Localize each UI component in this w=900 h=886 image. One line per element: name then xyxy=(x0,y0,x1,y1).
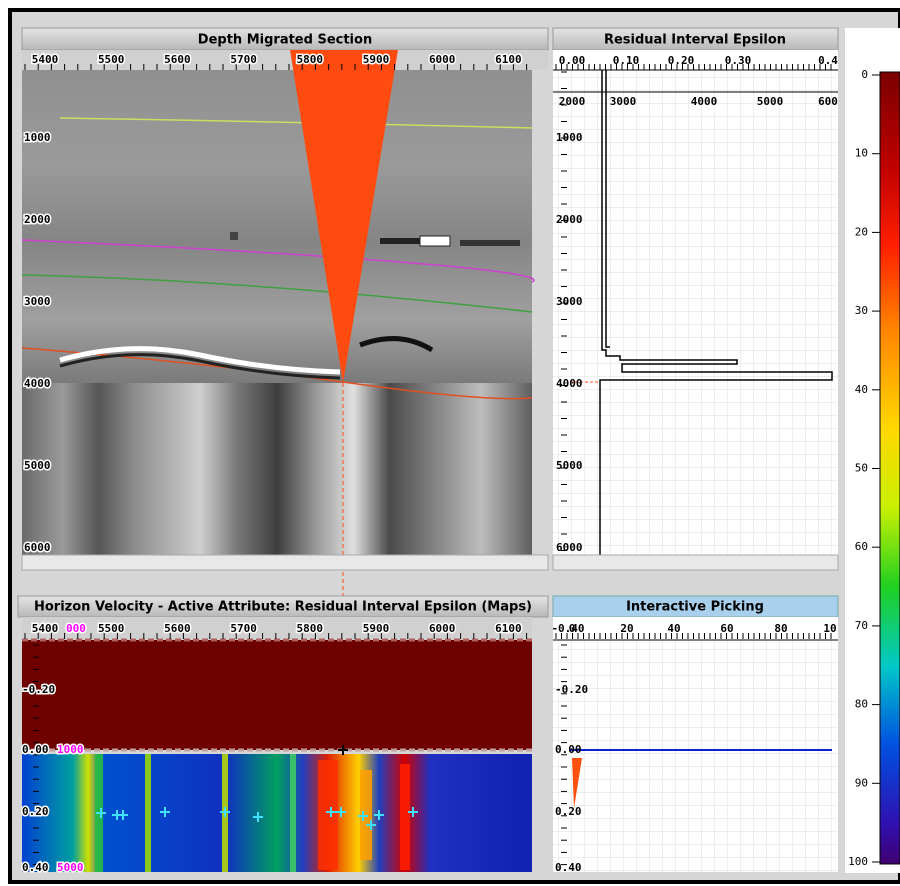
tick-label: 0.00 xyxy=(555,743,582,756)
tick-label: -0.20 xyxy=(555,683,588,696)
epsilon-curve xyxy=(599,70,833,555)
tick-label: 90 xyxy=(855,776,868,789)
tick-label: 5400 xyxy=(32,53,59,66)
tick-label: 6000 xyxy=(429,53,456,66)
tick-label: 5900 xyxy=(363,53,390,66)
tick-label: 2000 xyxy=(559,95,586,108)
seismic-image xyxy=(22,70,532,383)
tick-label: 40 xyxy=(667,622,680,635)
tick-label: 4000 xyxy=(691,95,718,108)
tick-label: 4000 xyxy=(24,377,51,390)
tick-label: 5500 xyxy=(98,53,125,66)
tick-label: 5400 xyxy=(32,622,59,635)
tick-label: 0 xyxy=(569,622,576,635)
tick-label: -0.20 xyxy=(22,683,55,696)
tick-label: 2000 xyxy=(24,213,51,226)
panel-title: Interactive Picking xyxy=(626,600,764,615)
panel-title: Residual Interval Epsilon xyxy=(604,33,786,48)
tick-label: 6000 xyxy=(429,622,456,635)
tick-label: 0 xyxy=(861,68,868,81)
grid xyxy=(553,640,838,872)
tick-label: 100 xyxy=(848,855,868,868)
tick-label: 1000 xyxy=(57,743,84,756)
tick-label: 40 xyxy=(855,383,868,396)
tick-label: 6000 xyxy=(556,541,583,554)
tick-label: 50 xyxy=(855,462,868,475)
tick-label: 5000 xyxy=(556,459,583,472)
map-lower xyxy=(22,754,532,872)
tick-label: 000 xyxy=(66,622,86,635)
tick-label: 6000 xyxy=(24,541,51,554)
tick-label: 0.4 xyxy=(818,54,838,67)
tick-label: 5000 xyxy=(24,459,51,472)
tick-label: 0.20 xyxy=(668,54,695,67)
map-upper xyxy=(22,640,532,750)
tick-label: 60 xyxy=(855,540,868,553)
tick-label: 5800 xyxy=(297,53,324,66)
x-ruler xyxy=(22,617,532,640)
tick-label: 5700 xyxy=(230,53,257,66)
tick-label: 0.00 xyxy=(22,743,49,756)
tick-label: 60 xyxy=(720,622,733,635)
scrollbar[interactable] xyxy=(552,554,839,571)
tick-label: 600 xyxy=(818,95,838,108)
pick-markers xyxy=(96,807,418,830)
x-ruler xyxy=(22,50,548,70)
tick-label: -0.40 xyxy=(551,622,584,635)
tick-label: 0.30 xyxy=(725,54,752,67)
tick-label: 20 xyxy=(620,622,633,635)
tick-label: 5600 xyxy=(164,622,191,635)
tick-label: 10 xyxy=(823,622,836,635)
tick-label: 0.20 xyxy=(555,805,582,818)
grid xyxy=(553,70,838,555)
tick-label: 5600 xyxy=(164,53,191,66)
panel-title: Depth Migrated Section xyxy=(198,33,372,48)
tick-label: 20 xyxy=(855,225,868,238)
cursor-cross xyxy=(338,745,348,755)
tick-label: 80 xyxy=(774,622,787,635)
tick-label: 5000 xyxy=(57,861,84,874)
tick-label: 5500 xyxy=(98,622,125,635)
tick-label: 0.40 xyxy=(22,861,49,874)
tick-label: 70 xyxy=(855,619,868,632)
seismic-image xyxy=(22,383,532,555)
tick-label: 5900 xyxy=(363,622,390,635)
scrollbar[interactable] xyxy=(21,554,549,571)
tick-label: 6100 xyxy=(495,53,522,66)
tick-label: 0.00 xyxy=(559,54,586,67)
tick-label: 0.40 xyxy=(555,861,582,874)
tick-label: 5000 xyxy=(757,95,784,108)
picking-cone xyxy=(290,50,398,383)
tick-label: 5700 xyxy=(230,622,257,635)
tick-label: 1000 xyxy=(556,131,583,144)
tick-label: 2000 xyxy=(556,213,583,226)
tick-label: 0.10 xyxy=(613,54,640,67)
tick-label: 30 xyxy=(855,304,868,317)
tick-label: 4000 xyxy=(556,377,583,390)
tick-label: 0.20 xyxy=(22,805,49,818)
colorbar xyxy=(879,71,900,865)
pick-wedge xyxy=(572,758,582,808)
panel-title: Horizon Velocity - Active Attribute: Res… xyxy=(34,600,532,615)
tick-label: 3000 xyxy=(610,95,637,108)
tick-label: 10 xyxy=(855,147,868,160)
tick-label: 5800 xyxy=(297,622,324,635)
tick-label: 3000 xyxy=(556,295,583,308)
tick-label: 6100 xyxy=(495,622,522,635)
reflectors xyxy=(59,232,520,380)
tick-label: 3000 xyxy=(24,295,51,308)
tick-label: 1000 xyxy=(24,131,51,144)
tick-label: 80 xyxy=(855,698,868,711)
